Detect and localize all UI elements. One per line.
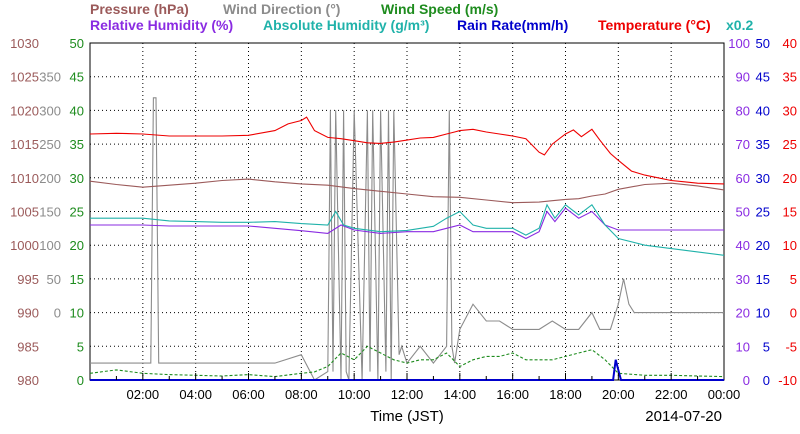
rain-rate-tick-label: 5 <box>763 339 770 354</box>
wind-direction-tick-label: 50 <box>47 272 61 287</box>
rain-rate-tick-label: 45 <box>756 70 770 85</box>
temperature-tick-label: 15 <box>783 205 797 220</box>
series-temperature-c <box>89 116 725 185</box>
x-tick-label: 12:00 <box>391 387 424 402</box>
wind-speed-tick-label: 40 <box>70 103 84 118</box>
rain-rate-tick-label: 50 <box>756 36 770 51</box>
humidity-tick-label: 60 <box>736 171 750 186</box>
x-axis-label: Time (JST) <box>370 408 444 425</box>
rain-rate-tick-label: 20 <box>756 238 770 253</box>
x-axis: 02:00 04:00 06:00 08:00 10:00 12:00 14:00 16:00… <box>115 373 741 402</box>
pressure-tick-label: 1010 <box>10 171 39 186</box>
legend-wind-direction: Wind Direction (°) <box>223 1 340 17</box>
temperature-tick-label: 30 <box>783 103 797 118</box>
pressure-tick-label: 990 <box>17 306 39 321</box>
wind-speed-tick-label: 30 <box>70 171 84 186</box>
pressure-tick-label: 1005 <box>10 205 39 220</box>
legend-absolute-humidity-g-m: Absolute Humidity (g/m³) <box>263 17 429 33</box>
temperature-tick-label: -5 <box>785 339 797 354</box>
wind-speed-tick-label: 25 <box>70 205 84 220</box>
series-pressure-hpa <box>89 178 725 204</box>
rain-rate-tick-label: 35 <box>756 137 770 152</box>
wind-speed-tick-label: 20 <box>70 238 84 253</box>
temperature-tick-label: 40 <box>783 36 797 51</box>
x-tick-label: 08:00 <box>285 387 318 402</box>
x-tick-label: 16:00 <box>496 387 529 402</box>
humidity-tick-label: 20 <box>736 306 750 321</box>
wind-speed-tick-label: 0 <box>77 373 84 388</box>
rain-rate-tick-label: 30 <box>756 171 770 186</box>
pressure-tick-label: 980 <box>17 373 39 388</box>
gridlines <box>90 43 724 380</box>
legend-wind-speed-m-s: Wind Speed (m/s) <box>381 1 498 17</box>
wind-speed-tick-label: 45 <box>70 70 84 85</box>
wind-direction-tick-label: 150 <box>39 205 61 220</box>
humidity-tick-label: 10 <box>736 339 750 354</box>
x-tick-label: 20:00 <box>602 387 635 402</box>
legend-row-1: Pressure (hPa) Wind Direction (°) Wind Spe… <box>90 1 498 17</box>
legend-pressure-hpa: Pressure (hPa) <box>90 1 189 17</box>
humidity-tick-label: 90 <box>736 70 750 85</box>
rain-rate-tick-label: 25 <box>756 205 770 220</box>
x-tick-label: 06:00 <box>232 387 265 402</box>
rain-rate-tick-label: 40 <box>756 103 770 118</box>
rain-rate-tick-label: 0 <box>763 373 770 388</box>
legend-temperature-c: Temperature (°C) <box>598 17 711 33</box>
pressure-tick-label: 1025 <box>10 70 39 85</box>
temperature-tick-label: 0 <box>790 306 797 321</box>
humidity-tick-label: 50 <box>736 205 750 220</box>
temperature-tick-label: 5 <box>790 272 797 287</box>
temperature-tick-label: -10 <box>778 373 797 388</box>
wind-speed-tick-label: 10 <box>70 306 84 321</box>
wind-speed-tick-label: 50 <box>70 36 84 51</box>
temperature-tick-label: 25 <box>783 137 797 152</box>
x-tick-label: 10:00 <box>338 387 371 402</box>
y-axes: 1030102510201015101010051000995990985980… <box>10 36 797 388</box>
pressure-tick-label: 995 <box>17 272 39 287</box>
x-tick-label: 00:00 <box>708 387 741 402</box>
humidity-tick-label: 30 <box>736 272 750 287</box>
legend-relative-humidity: Relative Humidity (%) <box>90 17 233 33</box>
pressure-tick-label: 1030 <box>10 36 39 51</box>
series-absolute-humidity-g-m <box>90 203 725 256</box>
wind-direction-tick-label: 300 <box>39 103 61 118</box>
wind-speed-tick-label: 35 <box>70 137 84 152</box>
wind-speed-tick-label: 5 <box>77 339 84 354</box>
wind-direction-tick-label: 250 <box>39 137 61 152</box>
humidity-tick-label: 80 <box>736 103 750 118</box>
humidity-tick-label: 100 <box>728 36 750 51</box>
pressure-tick-label: 985 <box>17 339 39 354</box>
pressure-tick-label: 1015 <box>10 137 39 152</box>
humidity-tick-label: 70 <box>736 137 750 152</box>
series-layer <box>89 97 725 381</box>
pressure-tick-label: 1000 <box>10 238 39 253</box>
humidity-tick-label: 40 <box>736 238 750 253</box>
x-tick-label: 22:00 <box>655 387 688 402</box>
pressure-tick-label: 1020 <box>10 103 39 118</box>
x-tick-label: 18:00 <box>549 387 582 402</box>
temperature-tick-label: 35 <box>783 70 797 85</box>
series-relative-humidity <box>90 207 724 240</box>
wind-direction-tick-label: 200 <box>39 171 61 186</box>
date-label: 2014-07-20 <box>645 408 722 425</box>
x-tick-label: 14:00 <box>444 387 477 402</box>
rain-rate-tick-label: 15 <box>756 272 770 287</box>
wind-direction-tick-label: 350 <box>39 70 61 85</box>
wind-direction-tick-label: 100 <box>39 238 61 253</box>
series-rain-rate-mm-h <box>90 359 724 381</box>
rain-rate-tick-label: 10 <box>756 306 770 321</box>
series-wind-speed-m-s <box>89 345 725 378</box>
wind-speed-tick-label: 15 <box>70 272 84 287</box>
x-tick-label: 02:00 <box>127 387 160 402</box>
x-tick-label: 04:00 <box>179 387 212 402</box>
humidity-tick-label: 0 <box>743 373 750 388</box>
temperature-tick-label: 10 <box>783 238 797 253</box>
wind-direction-tick-label: 0 <box>54 306 61 321</box>
legend-row-2: Relative Humidity (%) Absolute Humidity (… <box>90 17 711 33</box>
temperature-tick-label: 20 <box>783 171 797 186</box>
scale-note: x0.2 <box>726 17 753 33</box>
legend-rain-rate-mm-h: Rain Rate(mm/h) <box>457 17 568 33</box>
